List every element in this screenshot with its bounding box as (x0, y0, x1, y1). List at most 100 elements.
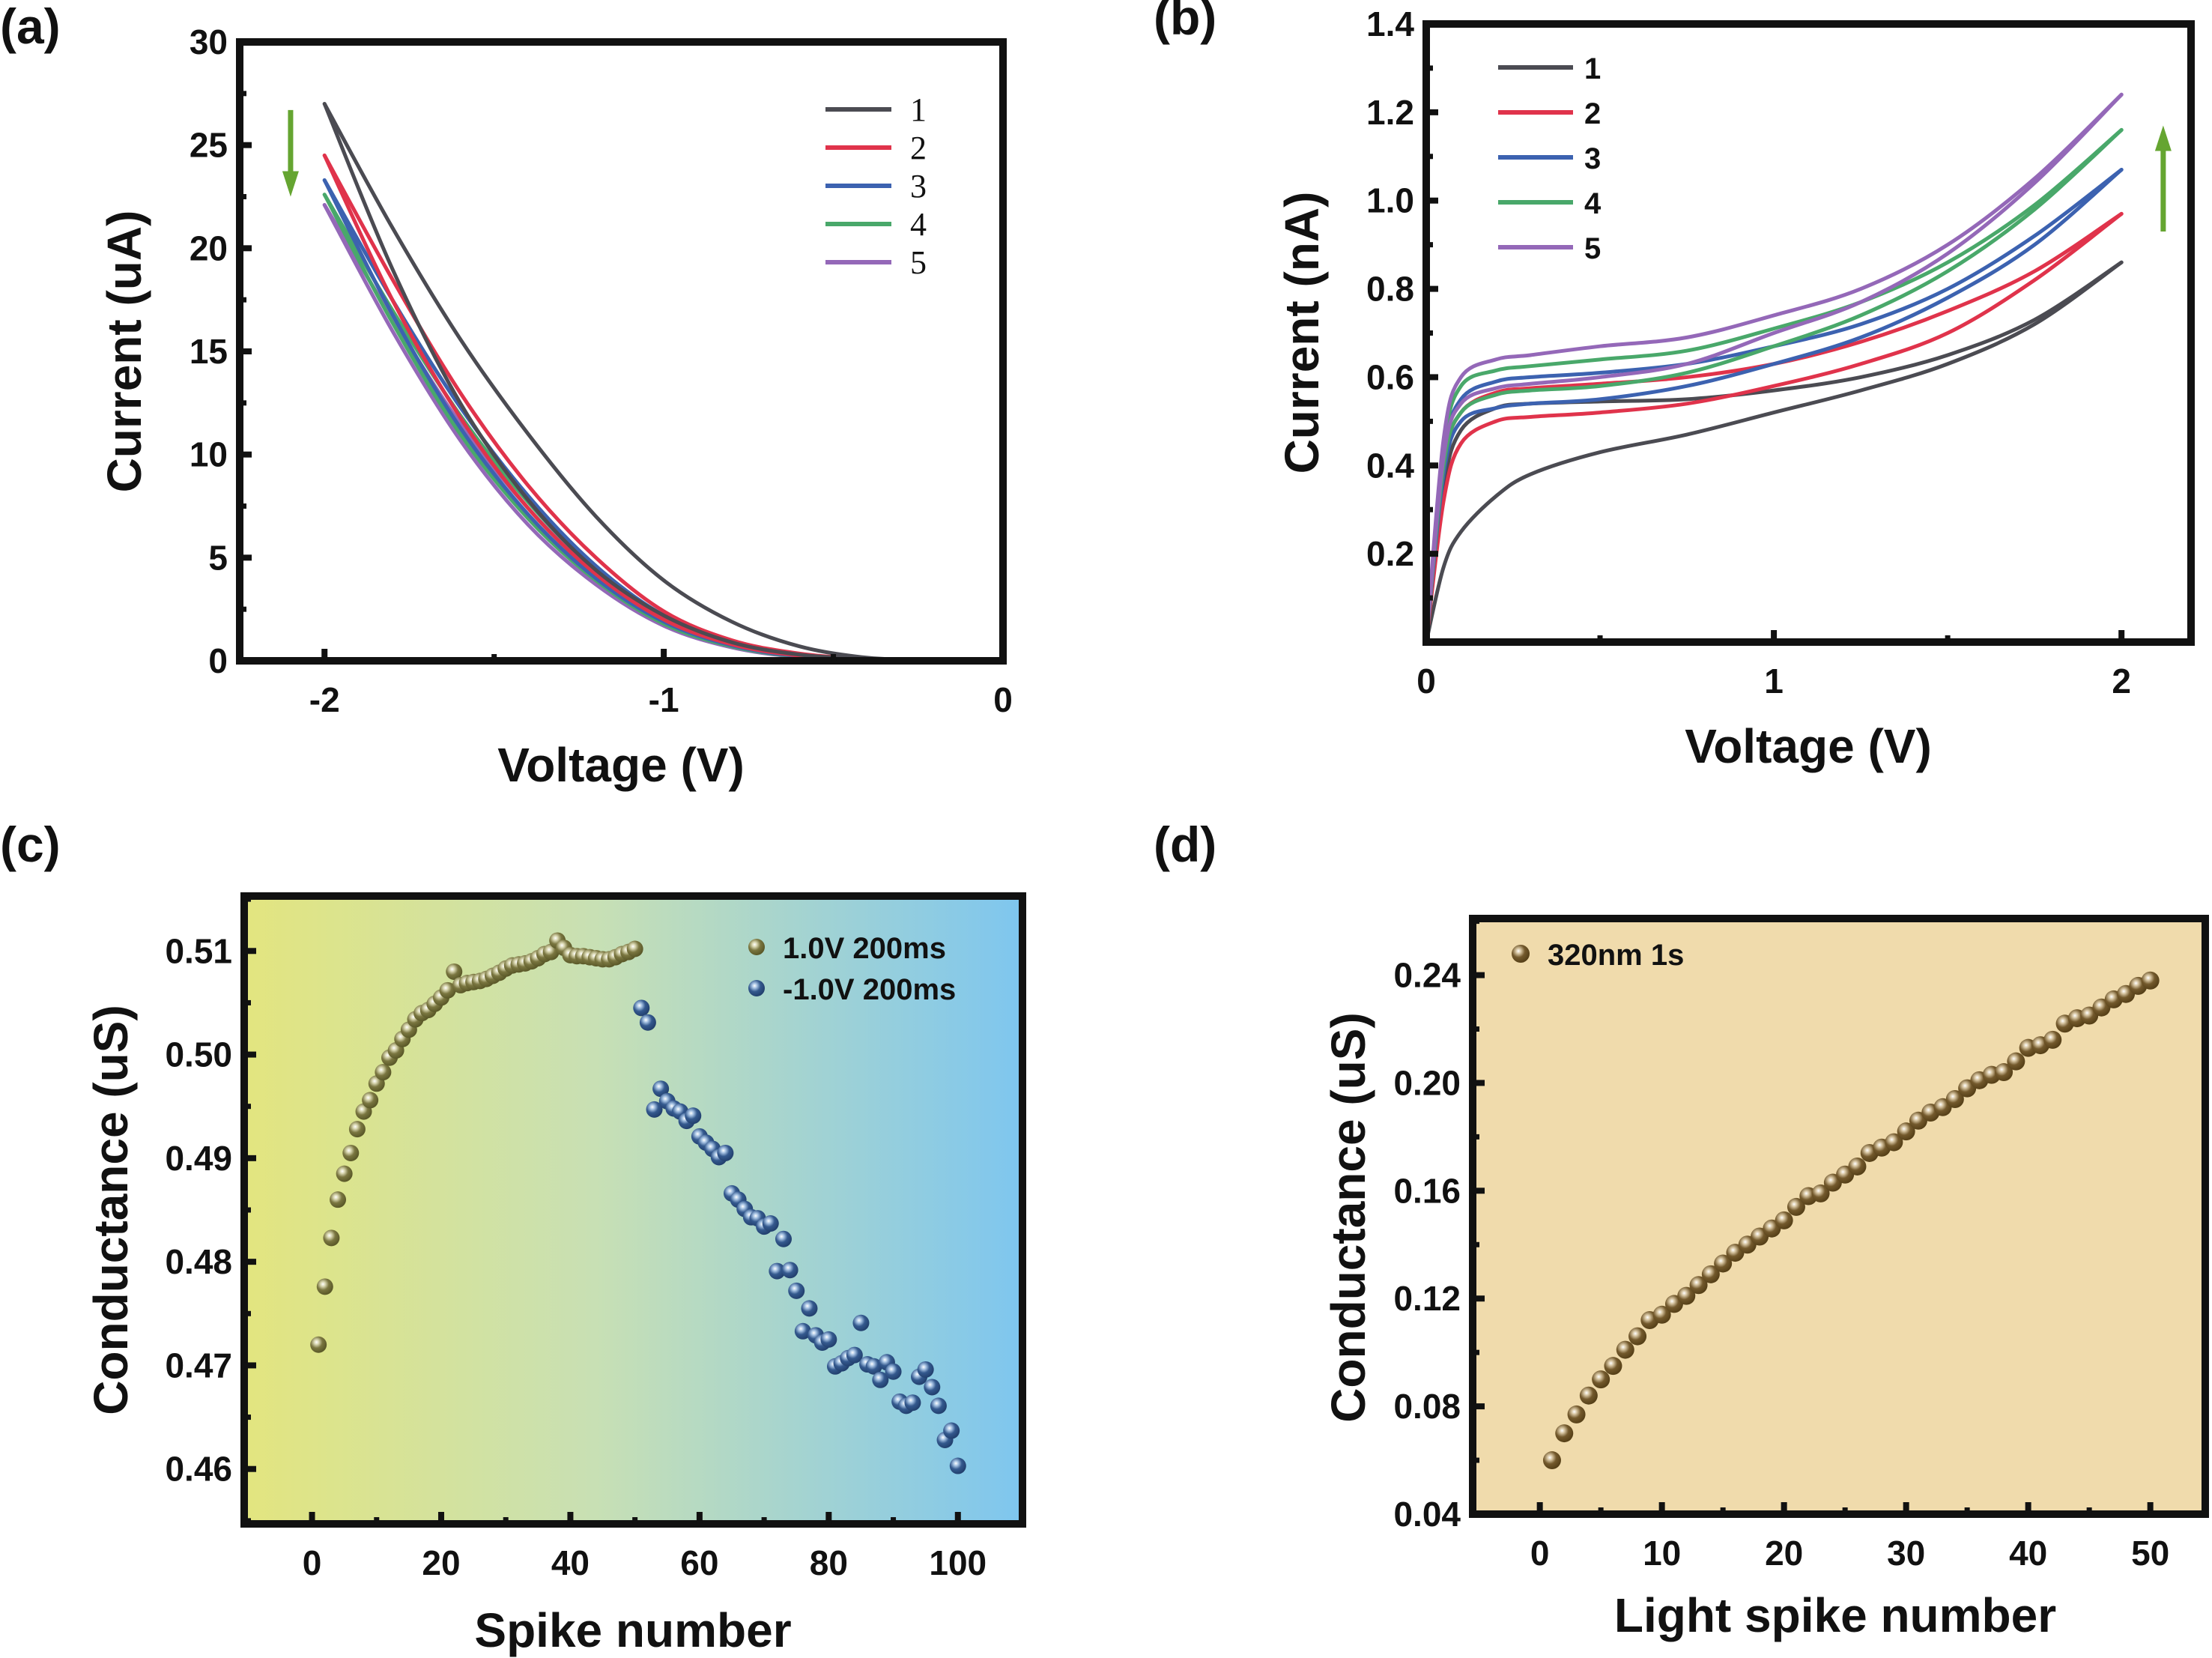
trend-arrow-down-icon-head (282, 171, 299, 197)
y-tick-label-a: 10 (190, 435, 228, 474)
data-point-c-series2 (639, 1014, 656, 1031)
series-line-4-inner (322, 193, 1005, 662)
data-point-c-series1 (626, 940, 643, 957)
data-point-c-series2 (652, 1080, 670, 1098)
series-line-5-outer (322, 203, 1005, 662)
data-point-d (1689, 1276, 1708, 1295)
data-point-c-series2 (633, 999, 650, 1017)
series-line-4-upper (1424, 127, 2124, 644)
trend-arrow-up-icon-head (2154, 125, 2172, 151)
x-tick-label-b: 0 (1416, 662, 1436, 701)
data-point-c-series2 (762, 1214, 779, 1232)
data-point-c-series1 (446, 963, 463, 980)
data-point-c-series2 (917, 1361, 934, 1378)
legend-label-b: 5 (1584, 232, 1601, 265)
x-tick-label-c: 20 (422, 1543, 460, 1582)
y-axis-title-d: Conductance (uS) (1321, 1012, 1375, 1423)
panel-b: (b) 0 1 2 0.2 0.4 0.6 0.8 1.0 1.2 1.4 Voltage (V)… (1154, 0, 2195, 773)
data-point-d (1811, 1184, 1830, 1202)
y-tick-label-b: 1.2 (1366, 93, 1414, 132)
y-tick-label-c: 0.46 (165, 1450, 232, 1489)
axes-frame-a (236, 38, 1007, 665)
data-point-c-series1 (375, 1064, 392, 1081)
legend-label-a: 4 (910, 206, 927, 243)
x-tick-label-d: 50 (2131, 1534, 2169, 1573)
legend-label-a: 1 (910, 91, 927, 128)
data-point-c-series1 (310, 1336, 327, 1353)
legend-marker-c (748, 939, 765, 955)
legend-label-b: 1 (1584, 52, 1601, 85)
data-point-c-series2 (924, 1379, 941, 1396)
plot-area-d (1473, 919, 2205, 1514)
data-point-d (1555, 1424, 1574, 1443)
axes-d: 0 10 20 30 40 50 0.04 0.08 0.12 0.16 0.20 0.24 (1393, 915, 2209, 1573)
series-line-5-upper (1424, 92, 2124, 644)
x-tick-label-c: 100 (929, 1543, 987, 1582)
y-tick-label-b: 0.8 (1366, 270, 1414, 309)
data-point-d (1897, 1122, 1915, 1141)
legend-label-b: 3 (1584, 142, 1601, 175)
data-point-c-series1 (316, 1278, 333, 1295)
data-point-c-series2 (885, 1363, 902, 1380)
axes-b: 0 1 2 0.2 0.4 0.6 0.8 1.0 1.2 1.4 (1366, 4, 2195, 701)
legend-c: 1.0V 200ms -1.0V 200ms (748, 932, 956, 1006)
y-tick-label-d: 0.24 (1393, 956, 1461, 995)
x-tick-label-c: 60 (680, 1543, 718, 1582)
data-point-d (1995, 1063, 2013, 1082)
data-point-d (1616, 1340, 1634, 1359)
data-point-d (1567, 1405, 1586, 1423)
data-point-c-series2 (930, 1397, 947, 1415)
data-point-d (1677, 1286, 1696, 1305)
legend-label-b: 2 (1584, 97, 1601, 130)
data-point-c-series1 (439, 981, 456, 999)
data-point-c-series2 (775, 1230, 792, 1247)
data-point-c-series1 (362, 1092, 379, 1109)
x-tick-label-b: 2 (2112, 662, 2131, 701)
x-axis-title-a: Voltage (V) (497, 738, 745, 792)
y-tick-label-b: 1.0 (1366, 181, 1414, 220)
data-point-d (1542, 1451, 1561, 1470)
legend-marker-c (748, 980, 765, 996)
data-point-c-series2 (949, 1457, 966, 1474)
series-line-2-inner (322, 153, 1005, 662)
axes-c: 0 20 40 60 80 100 0.46 0.47 0.48 0.49 0.50 0.51 (165, 892, 1026, 1582)
series-line-5-inner (322, 203, 1005, 662)
y-tick-label-a: 0 (208, 641, 228, 680)
data-point-d (1628, 1327, 1647, 1346)
data-point-d (2007, 1052, 2025, 1071)
x-axis-title-d: Light spike number (1614, 1588, 2056, 1642)
data-point-c-series2 (646, 1101, 663, 1118)
plot-area-a (282, 102, 1005, 662)
y-tick-label-c: 0.48 (165, 1242, 232, 1281)
x-tick-label-b: 1 (1764, 662, 1784, 701)
series-line-1-lower (1424, 260, 2124, 644)
legend-label-a: 2 (910, 130, 927, 166)
legend-b: 1 2 3 4 5 (1498, 52, 1602, 265)
plot-area-b (1424, 92, 2172, 644)
y-tick-label-c: 0.51 (165, 931, 232, 970)
x-tick-label-d: 30 (1887, 1534, 1925, 1573)
data-point-c-series2 (820, 1331, 837, 1348)
panel-label-b: (b) (1154, 0, 1216, 45)
data-point-c-series2 (794, 1322, 811, 1340)
legend-marker-d (1512, 945, 1530, 963)
y-tick-label-b: 0.6 (1366, 357, 1414, 396)
y-tick-label-d: 0.04 (1393, 1495, 1461, 1534)
data-point-c-series2 (717, 1144, 734, 1161)
data-point-c-series2 (788, 1282, 805, 1299)
series-line-3-inner (322, 178, 1005, 662)
y-tick-label-a: 20 (190, 229, 228, 267)
y-tick-label-c: 0.49 (165, 1139, 232, 1178)
data-point-d (1787, 1197, 1805, 1216)
data-point-c-series2 (943, 1422, 960, 1439)
data-point-d (1652, 1305, 1671, 1324)
legend-label-b: 4 (1584, 187, 1602, 220)
data-point-c-series2 (865, 1358, 882, 1375)
series-line-4-lower (1424, 127, 2124, 644)
y-axis-title-a: Current (uA) (97, 211, 151, 493)
data-point-d (1701, 1265, 1720, 1283)
series-line-2-upper (1424, 211, 2124, 644)
legend-label-c: 1.0V 200ms (783, 932, 946, 965)
data-point-d (1885, 1133, 1903, 1152)
